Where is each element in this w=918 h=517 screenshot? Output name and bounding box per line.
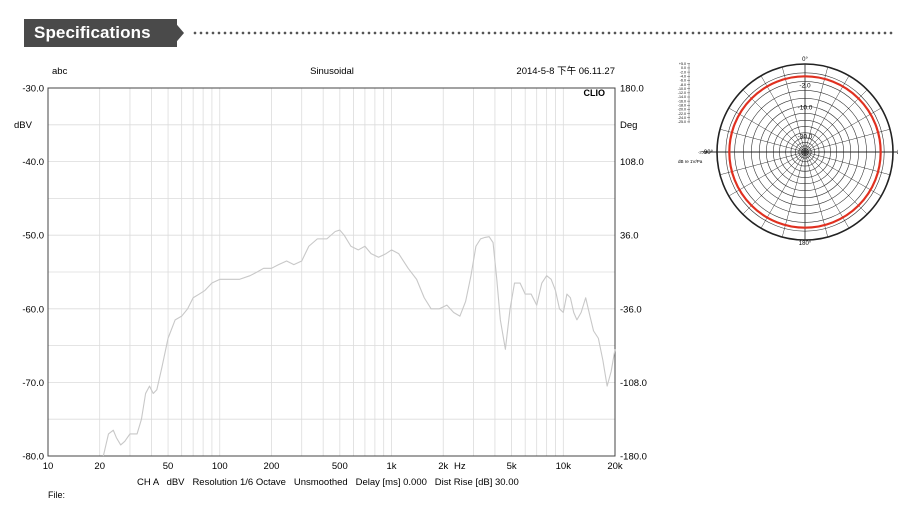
- scale-value: -2.0: [680, 70, 686, 74]
- polar-spoke: [804, 151, 868, 215]
- chart-title: Sinusoidal: [310, 66, 354, 77]
- scale-value: -8.0: [680, 83, 686, 87]
- chart-grid: [48, 88, 615, 456]
- frequency-response-chart: 10 20 50 100 200 500 1k 2k 5k 10k 20k -30.0 -40.0 -50…: [14, 65, 647, 500]
- polar-spoke: [804, 66, 829, 153]
- scale-value: -10.0: [678, 87, 686, 91]
- polar-spoke: [760, 151, 806, 229]
- scale-value: -18.0: [678, 104, 686, 108]
- polar-spoke: [719, 128, 806, 153]
- x-tick-label: 100: [212, 461, 228, 472]
- section-header: Specifications: [24, 19, 894, 49]
- polar-spoke: [804, 128, 891, 153]
- polar-scale-legend: +5.00.0-2.0-4.0-6.0-8.0-10.0-12.0-14.0-1…: [678, 62, 708, 155]
- angle-label: 180°: [799, 241, 812, 247]
- y-tick-label: -30.0: [22, 84, 44, 95]
- x-tick-label: 10: [43, 461, 54, 472]
- polar-spoke: [760, 75, 806, 153]
- polar-spoke: [804, 107, 882, 153]
- x-tick-label: 20k: [607, 461, 623, 472]
- series-layer: [102, 229, 616, 457]
- x-unit-label: Hz: [454, 461, 466, 472]
- y-tick-label: -80.0: [22, 452, 44, 463]
- x-tick-label: 20: [94, 461, 105, 472]
- polar-spoke: [728, 107, 806, 153]
- dotted-divider: [192, 31, 894, 35]
- polar-spoke: [781, 66, 806, 153]
- scale-value: -12.0: [678, 91, 686, 95]
- left-unit-label: dBV: [14, 120, 33, 131]
- scale-value: -24.0: [678, 116, 686, 120]
- plot-frame: [47, 87, 616, 457]
- polar-radius-label: -10.0: [798, 105, 813, 112]
- scale-value: +5.0: [679, 62, 686, 66]
- polar-spoke: [742, 151, 806, 215]
- scale-value: -20.0: [678, 108, 686, 112]
- y2-tick-label: -36.0: [620, 304, 642, 315]
- y2-tick-label: -180.0: [620, 452, 647, 463]
- y-tick-label: -60.0: [22, 304, 44, 315]
- polar-spoke: [804, 151, 850, 229]
- scale-value: -16.0: [678, 99, 686, 103]
- y2-tick-label: -108.0: [620, 378, 647, 389]
- polar-radius-label: -2.0: [799, 82, 811, 89]
- polar-spoke: [804, 151, 882, 197]
- polar-spoke: [804, 75, 850, 153]
- x-tick-label: 500: [332, 461, 348, 472]
- x-tick-label: 2k: [438, 461, 448, 472]
- scale-value: -14.0: [678, 95, 686, 99]
- section-title: Specifications: [24, 19, 177, 47]
- polar-scale-unit: dB re 1V/Pa: [678, 159, 703, 164]
- y-tick-label: -70.0: [22, 378, 44, 389]
- polar-spoke: [781, 151, 806, 238]
- angle-label: 90°: [704, 150, 714, 156]
- top-left-label: abc: [52, 66, 68, 77]
- polar-spoke: [719, 151, 806, 176]
- polar-spoke: [804, 151, 891, 176]
- y-tick-label: -40.0: [22, 157, 44, 168]
- x-tick-label: 50: [163, 461, 174, 472]
- scale-value: -4.0: [680, 74, 686, 78]
- scale-value: 0.0: [681, 66, 686, 70]
- file-label: File:: [48, 490, 65, 500]
- right-unit-label: Deg: [620, 120, 637, 131]
- polar-spoke: [742, 89, 806, 153]
- axis-labels: 10 20 50 100 200 500 1k 2k 5k 10k 20k -30.0 -40.0 -50…: [22, 84, 647, 473]
- polar-spoke: [728, 151, 806, 197]
- x-tick-label: 200: [264, 461, 280, 472]
- timestamp: 2014-5-8 下午 06.11.27: [516, 65, 615, 77]
- polar-pattern-curve: [728, 75, 882, 229]
- brand-label: CLIO: [584, 88, 606, 98]
- scale-value: -25.0: [678, 120, 686, 124]
- scale-side-value: -25.0: [698, 150, 708, 155]
- footer-settings: CH A dBV Resolution 1/6 Octave Unsmoothe…: [137, 477, 519, 488]
- response-curve: [102, 229, 616, 457]
- y2-tick-label: 108.0: [620, 157, 644, 168]
- y-tick-label: -50.0: [22, 231, 44, 242]
- x-tick-label: 5k: [507, 461, 517, 472]
- polar-labels: 0° 90° 180° 270° -2.0 -10.0 -30.0: [704, 57, 898, 247]
- angle-label: 270°: [897, 150, 898, 156]
- polar-radius-label: -30.0: [798, 133, 813, 140]
- x-tick-label: 1k: [387, 461, 397, 472]
- y2-tick-label: 36.0: [620, 231, 639, 242]
- polar-spoke: [804, 151, 829, 238]
- polar-spoke: [804, 89, 868, 153]
- y2-tick-label: 180.0: [620, 84, 644, 95]
- angle-label: 0°: [802, 57, 808, 63]
- scale-value: -6.0: [680, 79, 686, 83]
- section-title-arrow: [172, 19, 184, 47]
- polar-pattern-chart: +5.00.0-2.0-4.0-6.0-8.0-10.0-12.0-14.0-1…: [678, 57, 898, 247]
- polar-grid: [703, 63, 898, 241]
- x-tick-label: 10k: [556, 461, 572, 472]
- scale-value: -22.0: [678, 112, 686, 116]
